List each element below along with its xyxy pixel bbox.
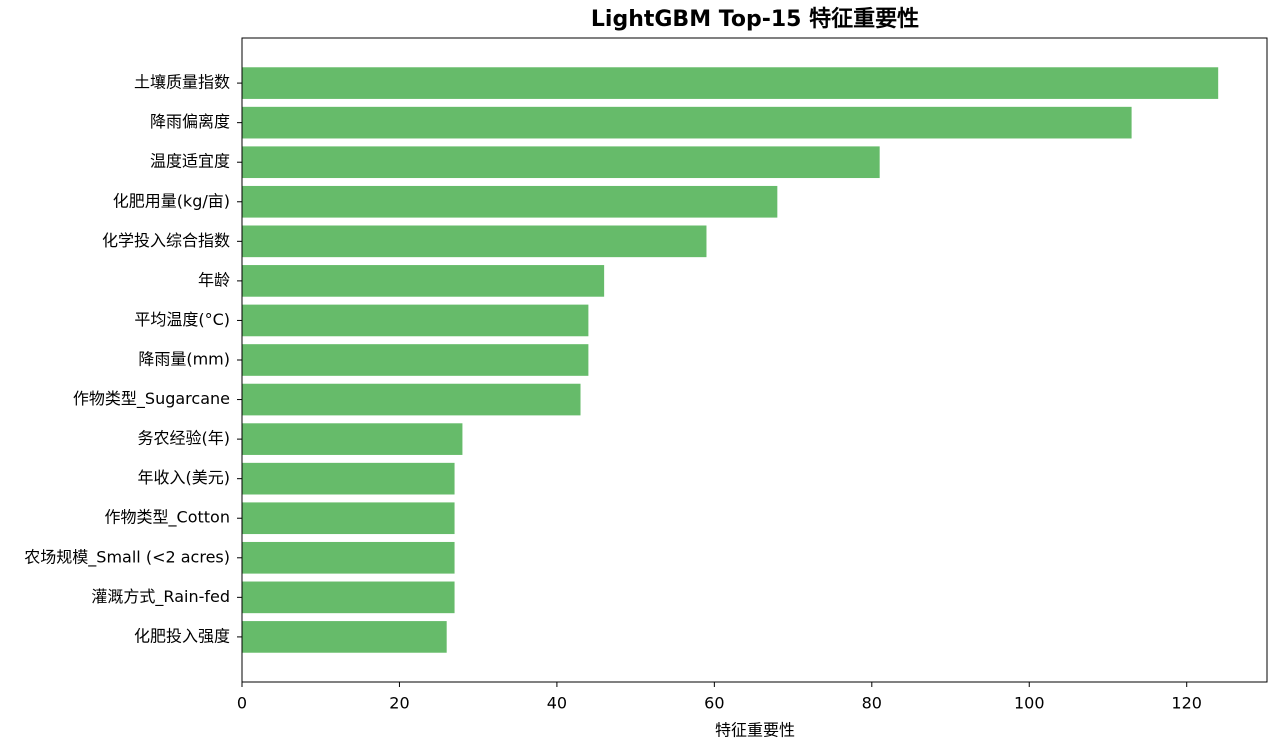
bar — [242, 106, 1132, 139]
bar — [242, 67, 1219, 99]
bar — [242, 304, 589, 337]
chart-title: LightGBM Top-15 特征重要性 — [591, 6, 919, 32]
y-tick-label: 温度适宜度 — [150, 152, 230, 171]
x-tick-label: 80 — [862, 694, 882, 713]
bar — [242, 146, 880, 179]
x-tick-label: 120 — [1171, 694, 1202, 713]
bar — [242, 383, 581, 416]
bar — [242, 344, 589, 376]
y-tick-label: 土壤质量指数 — [134, 73, 230, 92]
y-tick-label: 务农经验(年) — [138, 429, 231, 448]
x-tick-label: 60 — [704, 694, 724, 713]
y-tick-label: 化肥用量(kg/亩) — [113, 191, 230, 210]
bar — [242, 265, 605, 297]
bar — [242, 581, 455, 614]
y-tick-label: 年收入(美元) — [138, 468, 231, 487]
y-tick-label: 降雨偏离度 — [150, 112, 230, 131]
y-tick-label: 化肥投入强度 — [134, 626, 230, 645]
x-tick-label: 20 — [389, 694, 409, 713]
x-tick-label: 0 — [237, 694, 247, 713]
y-tick-label: 降雨量(mm) — [138, 350, 230, 369]
y-tick-label: 年龄 — [198, 270, 230, 289]
y-tick-label: 平均温度(°C) — [134, 310, 230, 329]
bar — [242, 225, 707, 258]
y-tick-label: 作物类型_Sugarcane — [73, 389, 230, 409]
x-tick-label: 100 — [1014, 694, 1045, 713]
x-tick-label: 40 — [547, 694, 567, 713]
bar — [242, 423, 463, 455]
y-tick-label: 农场规模_Small (<2 acres) — [24, 547, 230, 567]
y-tick-label: 作物类型_Cotton — [105, 508, 230, 528]
bar — [242, 462, 455, 495]
bar — [242, 185, 778, 218]
bar — [242, 541, 455, 574]
y-tick-label: 灌溉方式_Rain-fed — [91, 587, 230, 607]
bar — [242, 502, 455, 535]
x-axis-label: 特征重要性 — [715, 721, 795, 740]
plot-frame — [241, 37, 1268, 683]
bar — [242, 621, 447, 653]
y-tick-label: 化学投入综合指数 — [102, 231, 230, 250]
